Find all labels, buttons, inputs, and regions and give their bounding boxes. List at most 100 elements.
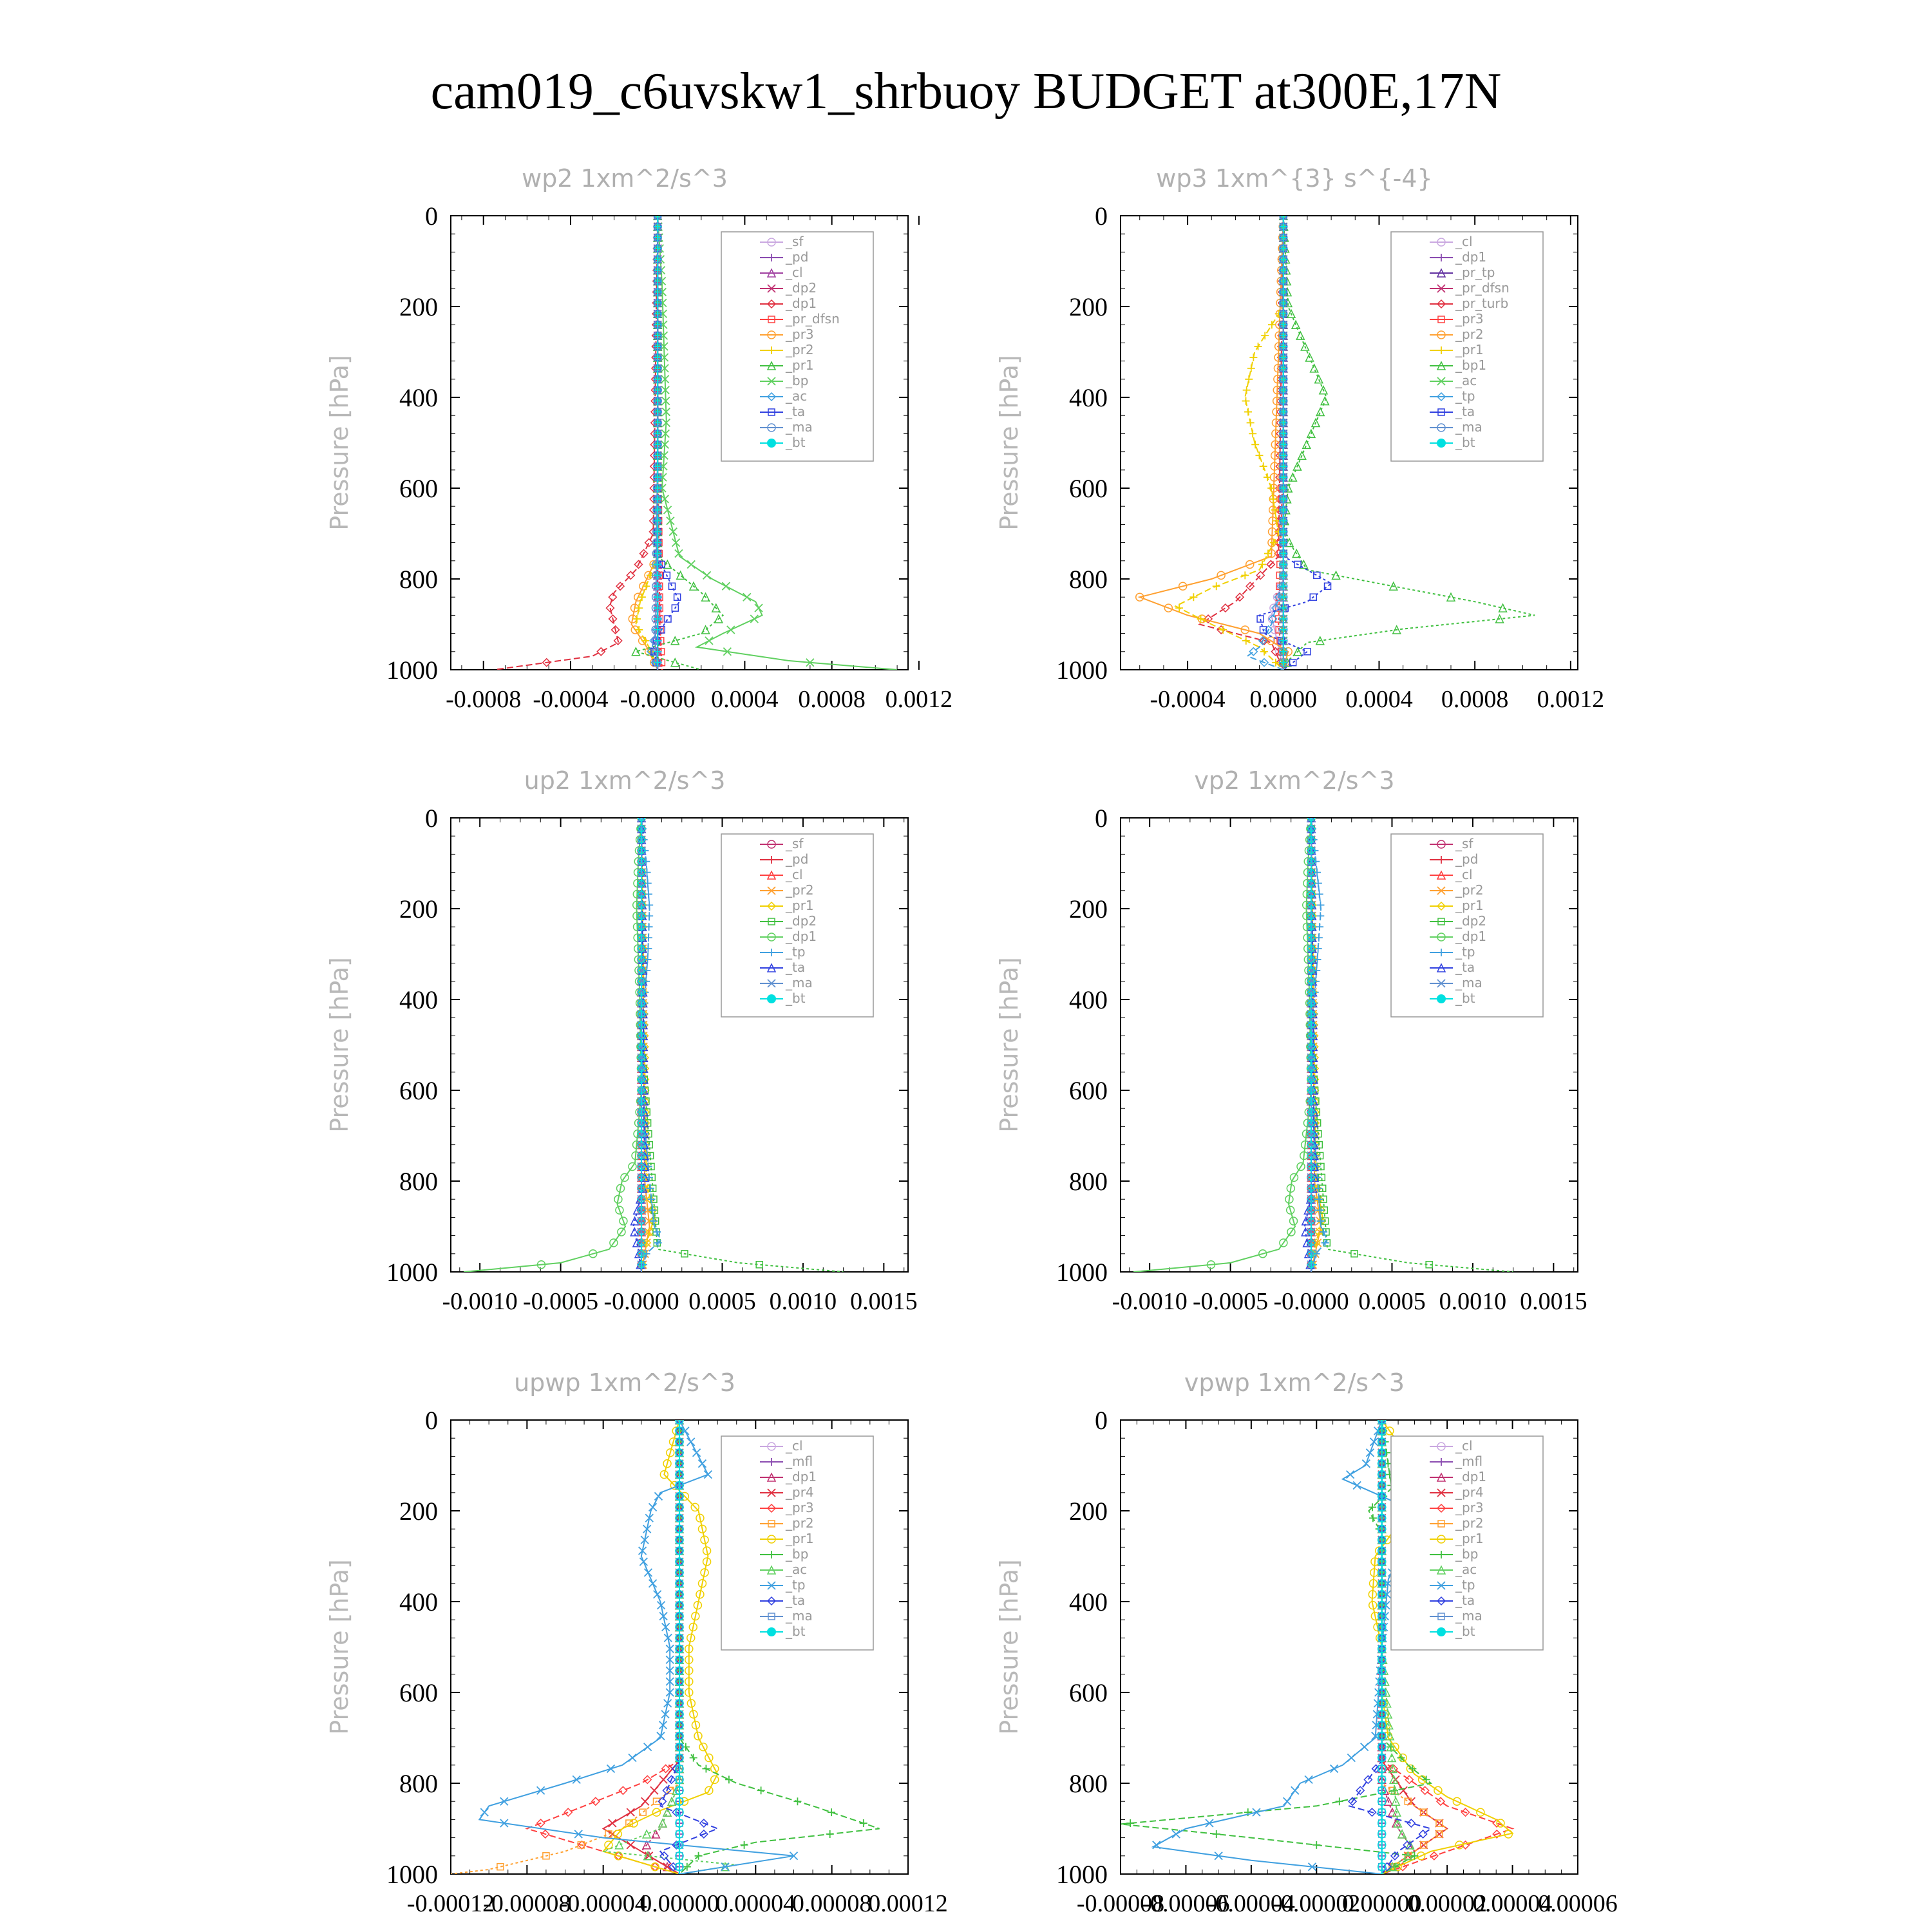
series-marker (1260, 647, 1269, 656)
series-marker (1206, 1260, 1216, 1269)
legend-label: _pr1 (1455, 898, 1484, 913)
legend-marker (768, 1520, 775, 1528)
legend-marker (766, 392, 777, 402)
x-tick-label: 0.0010 (770, 1288, 837, 1315)
legend-marker (1437, 1581, 1446, 1590)
series-marker (675, 1797, 684, 1806)
series-marker (1406, 1818, 1416, 1828)
series-marker (654, 386, 662, 394)
series-marker (654, 430, 662, 438)
series-marker (637, 1140, 646, 1150)
series-marker (1305, 352, 1314, 362)
series-marker (1245, 560, 1255, 569)
legend-label: _sf (1455, 836, 1473, 851)
series-marker (654, 321, 662, 329)
series-marker (1315, 1195, 1323, 1204)
series-marker (1279, 506, 1287, 514)
series-marker (685, 1666, 694, 1675)
series-marker (637, 966, 646, 975)
series-marker (1390, 1785, 1399, 1795)
series-marker (664, 615, 672, 623)
series-marker (1307, 922, 1317, 931)
series-marker (1316, 912, 1325, 920)
series-marker (1383, 1796, 1394, 1806)
legend-label: _pr1 (785, 898, 814, 913)
series-marker (1377, 1546, 1387, 1555)
series-marker (626, 571, 636, 580)
chart-panel: wp3 1xm^{3} s^{-4} Pressure [hPa] 0 200 400 6… (995, 164, 1604, 713)
series-marker (1392, 1807, 1402, 1817)
series-marker (675, 1677, 684, 1686)
y-tick-label: 600 (399, 1076, 438, 1105)
series-marker (1307, 1042, 1316, 1051)
series-marker (654, 244, 662, 252)
series-marker (675, 1579, 684, 1588)
series-marker (681, 1250, 688, 1258)
series-marker (665, 1677, 674, 1686)
series-marker (663, 506, 672, 515)
series-marker (636, 889, 647, 899)
series-marker (754, 603, 763, 612)
legend-marker (1437, 949, 1445, 956)
series-marker (649, 1206, 657, 1215)
series-marker (1274, 592, 1283, 602)
series-marker (1306, 878, 1316, 888)
series-marker (1279, 1238, 1288, 1247)
series-marker (1388, 1763, 1397, 1774)
series-marker (1306, 1238, 1316, 1247)
series-marker (699, 1742, 708, 1752)
series-marker (1279, 430, 1287, 438)
x-tick-label: 0.0012 (886, 686, 953, 713)
series-marker (1288, 472, 1298, 482)
series-marker (628, 1753, 637, 1763)
series-marker (654, 549, 662, 558)
series-marker (1270, 451, 1280, 460)
series-marker (1377, 1677, 1387, 1686)
series-marker (700, 1568, 709, 1577)
series-marker (1297, 450, 1307, 460)
series-marker (675, 1448, 684, 1457)
series-marker (1303, 648, 1311, 656)
series-marker (1434, 1786, 1443, 1795)
series-marker (661, 1622, 670, 1632)
series-marker (1306, 943, 1316, 954)
y-tick-label: 400 (399, 985, 438, 1014)
series-marker (1279, 310, 1287, 318)
legend-marker (766, 1596, 777, 1606)
series-marker (654, 516, 662, 525)
series-marker (1316, 901, 1325, 909)
series-marker (675, 1568, 684, 1577)
legend-label: _pr2 (785, 882, 814, 898)
series-marker (639, 1150, 649, 1160)
legend-marker (1437, 1458, 1445, 1466)
series-marker (613, 1830, 622, 1839)
legend-marker (767, 994, 776, 1003)
series-marker (589, 1249, 598, 1258)
series-marker (1504, 1830, 1513, 1839)
series-marker (654, 527, 662, 536)
legend-label: _ma (1455, 975, 1482, 990)
series-marker (1369, 1437, 1379, 1446)
series-marker (645, 1227, 655, 1237)
plot-frame (1120, 215, 1578, 670)
series-marker (1306, 818, 1316, 823)
series-marker (663, 559, 672, 569)
series-marker (1303, 1205, 1313, 1215)
legend-label: _ta (785, 960, 805, 975)
series-marker (859, 1819, 867, 1828)
series-marker (1391, 1796, 1401, 1806)
legend-label: _dp1 (785, 1469, 817, 1484)
x-tick-label: 0.0000 (1250, 686, 1318, 713)
series-marker (654, 332, 662, 340)
series-marker (638, 922, 647, 931)
legend-label: _bt (785, 990, 806, 1006)
series-marker (642, 582, 650, 591)
series-marker (1377, 1535, 1387, 1544)
y-axis-label: Pressure [hPa] (325, 1559, 354, 1735)
series-marker (1314, 374, 1324, 384)
series-marker (1306, 1020, 1316, 1030)
series-marker (1429, 1851, 1439, 1861)
series-marker (1279, 419, 1287, 427)
series-marker (671, 1764, 681, 1774)
series-marker (604, 1841, 613, 1850)
